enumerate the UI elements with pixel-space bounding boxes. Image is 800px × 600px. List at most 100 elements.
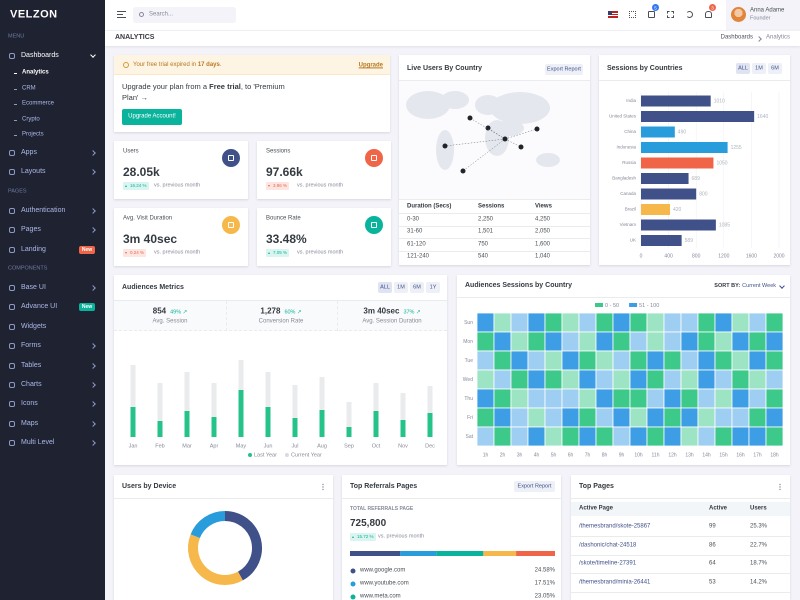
button[interactable] [736, 63, 750, 74]
sort-control[interactable]: SORT BY: Current Week [714, 283, 782, 289]
menu-item[interactable]: Authentication [21, 206, 66, 214]
badge [79, 303, 95, 312]
table-cell: 99 [709, 523, 716, 530]
notification-badge-count: 3 [711, 4, 714, 10]
metric-label: Conversion Rate [258, 318, 304, 325]
alert-text: . [219, 61, 222, 68]
button-label[interactable]: ALL [380, 284, 390, 291]
users-by-device-card [114, 475, 333, 600]
button[interactable] [768, 63, 782, 74]
change-value: 0.24 % [130, 250, 145, 255]
theme-icon[interactable] [686, 11, 693, 18]
apps-icon[interactable] [629, 11, 636, 18]
table-cell: 53 [709, 578, 716, 585]
alert-text: 17 days [197, 61, 220, 68]
button-label[interactable]: 1M [755, 65, 763, 72]
change-note: vs. previous month [297, 249, 344, 256]
menu-icon [9, 343, 15, 350]
referral-label[interactable]: www.youtube.com [360, 580, 409, 587]
button[interactable] [426, 282, 440, 293]
menu-item[interactable]: Dashboards [21, 51, 59, 59]
fullscreen-icon[interactable] [667, 11, 674, 18]
metric-change: 60% ↗ [284, 309, 302, 316]
referral-label[interactable]: www.google.com [360, 567, 406, 574]
submenu-item[interactable]: Crypto [22, 115, 40, 122]
divider [571, 591, 790, 593]
menu-section-title: COMPONENTS [8, 265, 48, 272]
stat-value: 28.05k [123, 164, 160, 179]
table-cell: 2,050 [535, 228, 551, 235]
menu-item[interactable]: Maps [21, 419, 39, 427]
menu-item[interactable]: Charts [21, 380, 42, 388]
avatar [731, 7, 746, 22]
button[interactable] [514, 481, 555, 492]
page-link[interactable]: /themesbrand/minia-26441 [579, 578, 651, 585]
button[interactable] [752, 63, 766, 74]
menu-item[interactable]: Tables [21, 361, 42, 369]
menu-icon [9, 401, 15, 408]
cart-icon[interactable] [648, 11, 655, 18]
table-cell: 2,250 [478, 216, 494, 223]
upgrade-button[interactable] [122, 109, 182, 125]
change-arrow [125, 252, 127, 254]
divider [571, 498, 790, 499]
upgrade-button-label[interactable]: Upgrade Account! [128, 113, 176, 120]
menu-item[interactable]: Pages [21, 225, 41, 233]
submenu-dash [14, 135, 17, 136]
upgrade-text-part: Upgrade your plan from a [122, 82, 210, 91]
change-badge: 7.05 % [266, 249, 290, 257]
menu-item[interactable]: Widgets [21, 322, 47, 330]
table-cell: 18.7% [750, 560, 768, 567]
change-badge: 0.24 % [123, 249, 147, 257]
button-label[interactable]: ALL [738, 65, 748, 72]
total-value: 725,800 [350, 518, 387, 529]
metric-row: 1,278 60% ↗ [260, 307, 301, 316]
divider [399, 199, 590, 200]
total-label: TOTAL REFERRALS PAGE [350, 506, 414, 512]
menu-item[interactable]: Forms [21, 341, 41, 349]
submenu-item[interactable]: Ecommerce [22, 100, 55, 107]
button[interactable] [410, 282, 424, 293]
alert-link[interactable]: Upgrade [358, 62, 383, 69]
table-cell: 1,501 [478, 228, 494, 235]
search-box[interactable] [133, 7, 236, 23]
button-label[interactable]: 6M [771, 65, 779, 72]
button-label[interactable]: 1Y [429, 284, 437, 291]
menu-item[interactable]: Landing [21, 245, 46, 253]
bell-icon[interactable] [705, 11, 712, 18]
menu-item[interactable]: Apps [21, 148, 37, 156]
button-label[interactable]: Export Report [547, 66, 581, 73]
upgrade-text-part: Free trial [209, 82, 241, 91]
submenu-dash [14, 119, 17, 121]
page-link[interactable]: /dashonic/chat-24518 [579, 541, 637, 548]
stat-icon-glyph [371, 155, 377, 161]
change-badge: 15.72 % [350, 533, 376, 541]
menu-item[interactable]: Icons [21, 400, 38, 408]
metric-label: Avg. Session [152, 318, 188, 325]
divider [399, 250, 590, 252]
menu-item[interactable]: Multi Level [21, 438, 55, 446]
button[interactable] [394, 282, 408, 293]
submenu-item[interactable]: Projects [22, 131, 44, 138]
button[interactable] [545, 64, 583, 75]
table-cell: 540 [478, 253, 489, 260]
change-note: vs. previous month [297, 182, 344, 189]
menu-item[interactable]: Base UI [21, 283, 46, 291]
button-label[interactable]: 6M [413, 284, 421, 291]
page-link[interactable]: /themesbrand/skote-25867 [579, 523, 651, 530]
menu-item[interactable]: Advance UI [21, 303, 58, 311]
table-cell: 14.2% [750, 578, 768, 585]
button-label[interactable]: 1M [397, 284, 405, 291]
button-label[interactable]: Export Report [517, 483, 552, 490]
submenu-item[interactable]: Analytics [22, 69, 49, 76]
menu-icon [9, 207, 15, 214]
change-value: 16.24 % [130, 183, 147, 188]
submenu-item[interactable]: CRM [22, 84, 36, 91]
button[interactable] [378, 282, 392, 293]
referral-label[interactable]: www.meta.com [360, 593, 401, 600]
breadcrumb-link[interactable]: Dashboards [720, 34, 753, 41]
page-link[interactable]: /skote/timeline-27391 [579, 560, 637, 567]
stat-label: Avg. Visit Duration [123, 215, 173, 222]
menu-item[interactable]: Layouts [21, 168, 46, 176]
